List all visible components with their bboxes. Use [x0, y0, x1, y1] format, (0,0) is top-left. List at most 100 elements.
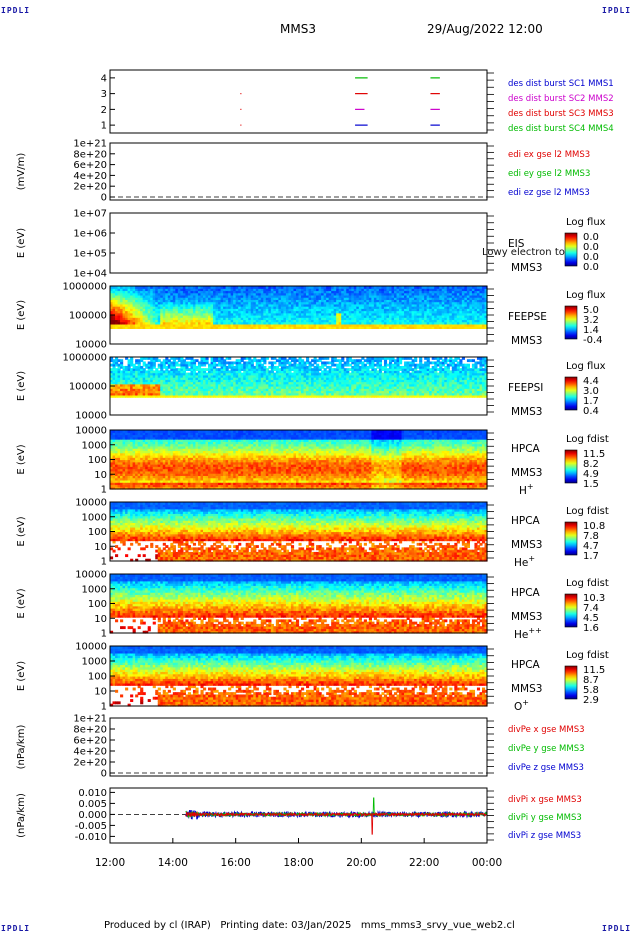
ytick-divpe-5: 0 — [101, 769, 107, 780]
frame-divpe — [110, 718, 487, 776]
ylabel-hpca_he2: E (eV) — [16, 588, 27, 618]
spectrogram-feepse — [110, 286, 488, 329]
ylabel-edi: (mV/m) — [16, 153, 27, 191]
sidelabel-instrument-hpca_he: HPCA — [511, 515, 541, 527]
spectrogram-hpca_h — [110, 430, 488, 490]
ytick-hpca_h-3: 10 — [94, 470, 107, 481]
xtick-4: 20:00 — [346, 857, 376, 869]
legend-burst-3: des dist burst SC4 MMS4 — [508, 124, 614, 134]
legend-burst-0: des dist burst SC1 MMS1 — [508, 79, 614, 89]
spectrogram-hpca_o — [110, 646, 488, 707]
ytick-divpi-2: 0.000 — [78, 810, 107, 821]
xtick-5: 22:00 — [409, 857, 439, 869]
colorbar-hpca_he — [565, 522, 577, 555]
ylabel-feepse: E (eV) — [16, 300, 27, 330]
ytick-feepse-0: 1000000 — [62, 282, 107, 293]
ytick-hpca_he2-2: 100 — [88, 599, 107, 610]
ytick-hpca_he-1: 1000 — [82, 512, 107, 523]
stack-plot: 4321des dist burst SC1 MMS1des dist burs… — [0, 0, 630, 934]
ytick-divpe-0: 1e+21 — [73, 714, 107, 725]
species-label-hpca_he2: He++ — [514, 626, 542, 641]
spectrogram-hpca_he — [110, 502, 488, 562]
sidelabel-sc-hpca_h: MMS3 — [511, 467, 542, 479]
colorbar-hpca_he2 — [565, 594, 577, 627]
ytick-hpca_o-2: 100 — [88, 672, 107, 683]
ytick-eis-2: 1e+05 — [73, 249, 107, 260]
frame-burst — [110, 70, 487, 133]
legend-divpe-1: divPe y gse MMS3 — [508, 744, 585, 754]
cbar-tick-hpca_h-3: 1.5 — [583, 479, 599, 490]
ytick-hpca_he-2: 100 — [88, 527, 107, 538]
sidelabel-sc-feepsi: MMS3 — [511, 406, 542, 418]
ylabel-hpca_he: E (eV) — [16, 516, 27, 546]
ytick-divpi-0: 0.010 — [78, 788, 107, 799]
sidelabel-instrument-hpca_he2: HPCA — [511, 587, 541, 599]
cbar-tick-eis-3: 0.0 — [583, 262, 599, 273]
legend-divpi-2: divPi z gse MMS3 — [508, 831, 581, 841]
ytick-edi-4: 2e+20 — [73, 182, 107, 193]
ylabel-hpca_o: E (eV) — [16, 661, 27, 691]
ytick-hpca_he2-4: 1 — [101, 629, 107, 640]
sidelabel-sc-eis: MMS3 — [511, 262, 542, 274]
legend-divpi-0: divPi x gse MMS3 — [508, 795, 582, 805]
ytick-hpca_he-3: 10 — [94, 542, 107, 553]
ytick-hpca_h-1: 1000 — [82, 440, 107, 451]
ytick-hpca_h-2: 100 — [88, 455, 107, 466]
colorbar-eis — [565, 233, 577, 266]
spectrogram-feepsi — [110, 357, 488, 398]
legend-edi-2: edi ez gse l2 MMS3 — [508, 188, 590, 198]
ytick-hpca_he2-3: 10 — [94, 614, 107, 625]
frame-edi — [110, 143, 487, 200]
frame-eis — [110, 213, 487, 273]
sidelabel-sc-hpca_he2: MMS3 — [511, 611, 542, 623]
ytick-burst-1: 3 — [101, 89, 107, 100]
ytick-edi-3: 4e+20 — [73, 171, 107, 182]
footer-credits: Produced by cl (IRAP) Printing date: 03/… — [104, 920, 515, 931]
sidelabel-sc-hpca_o: MMS3 — [511, 683, 542, 695]
legend-burst-1: des dist burst SC2 MMS2 — [508, 94, 614, 104]
cbar-title-feepsi: Log flux — [566, 361, 606, 372]
cbar-title-hpca_h: Log fdist — [566, 434, 609, 445]
cbar-title-eis: Log flux — [566, 217, 606, 228]
colorbar-feepse — [565, 306, 577, 339]
legend-divpi-1: divPi y gse MMS3 — [508, 813, 582, 823]
ytick-hpca_h-0: 10000 — [75, 426, 107, 437]
ytick-feepsi-1: 100000 — [69, 382, 107, 393]
ytick-hpca_he-0: 10000 — [75, 498, 107, 509]
ytick-feepsi-0: 1000000 — [62, 353, 107, 364]
ytick-edi-1: 8e+20 — [73, 149, 107, 160]
ytick-divpe-3: 4e+20 — [73, 747, 107, 758]
sidelabel-sc-feepse: MMS3 — [511, 335, 542, 347]
species-label-hpca_h: H+ — [519, 482, 534, 497]
species-label-hpca_o: O+ — [514, 698, 529, 713]
cbar-title-hpca_o: Log fdist — [566, 650, 609, 661]
ytick-hpca_he-4: 1 — [101, 557, 107, 568]
ytick-hpca_he2-0: 10000 — [75, 570, 107, 581]
spectrogram-hpca_he2 — [110, 574, 488, 634]
cbar-title-hpca_he2: Log fdist — [566, 578, 609, 589]
ytick-feepsi-2: 10000 — [75, 411, 107, 422]
ylabel-eis: E (eV) — [16, 228, 27, 258]
ytick-hpca_o-4: 1 — [101, 702, 107, 713]
ytick-burst-3: 1 — [101, 121, 107, 132]
xtick-0: 12:00 — [95, 857, 125, 869]
xtick-3: 18:00 — [283, 857, 313, 869]
overlay-label-eis: Lowy electron to — [482, 247, 565, 258]
ytick-eis-1: 1e+06 — [73, 229, 107, 240]
legend-divpe-2: divPe z gse MMS3 — [508, 763, 584, 773]
cbar-title-hpca_he: Log fdist — [566, 506, 609, 517]
colorbar-hpca_h — [565, 450, 577, 483]
ytick-feepse-2: 10000 — [75, 340, 107, 351]
panel-hpca_he2: 10000 1000 100 10 1 E (eV) HPCA MMS3 He++ Log fdi… — [16, 570, 609, 642]
ytick-hpca_he2-1: 1000 — [82, 584, 107, 595]
xtick-2: 16:00 — [221, 857, 251, 869]
ytick-edi-2: 6e+20 — [73, 160, 107, 171]
